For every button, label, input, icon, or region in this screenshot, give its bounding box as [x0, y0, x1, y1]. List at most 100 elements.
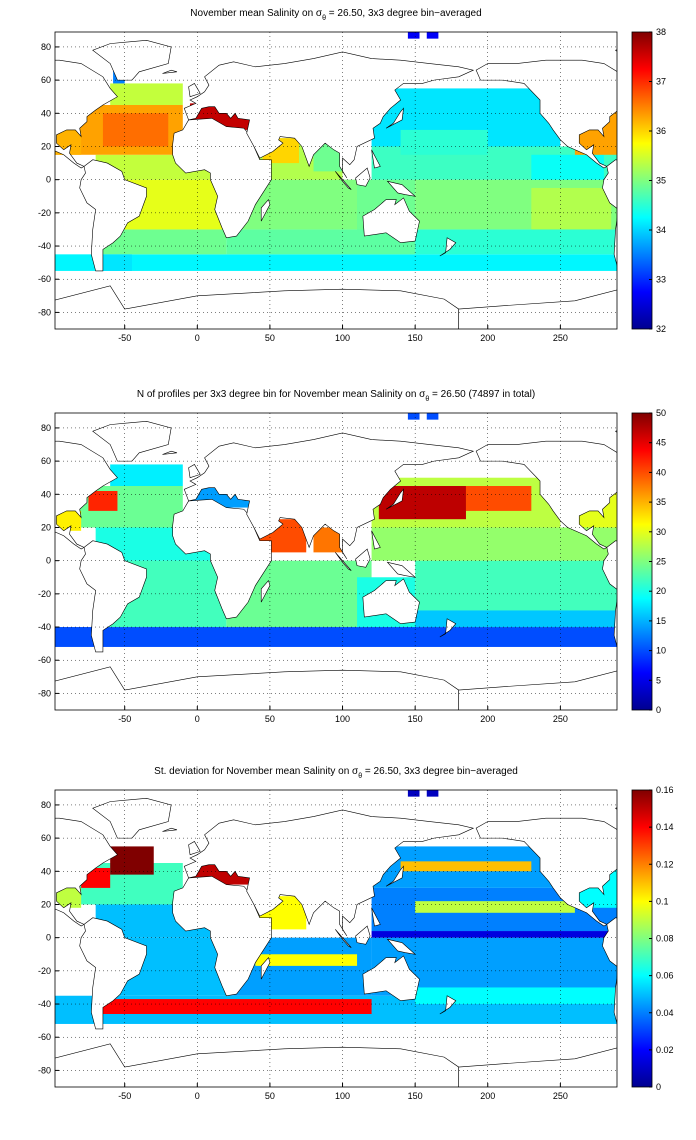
y-tick-label: 40 — [41, 489, 51, 499]
x-tick-label: 150 — [408, 714, 423, 724]
coastline — [162, 450, 178, 455]
data-cell — [426, 413, 439, 420]
coastline — [55, 817, 118, 927]
coastline — [92, 39, 172, 81]
coastline — [335, 929, 352, 948]
coastline — [386, 180, 417, 197]
y-tick-label: 20 — [41, 141, 51, 151]
title-part: St. deviation for November mean Salinity… — [154, 766, 359, 777]
coastline — [475, 440, 617, 550]
map-panel: November mean Salinity on σθ = 26.50, 3x… — [38, 8, 666, 343]
y-tick-label: -40 — [38, 622, 51, 632]
map-panel: N of profiles per 3x3 degree bin for Nov… — [38, 389, 666, 724]
coastline — [162, 69, 178, 74]
x-tick-label: 50 — [265, 714, 275, 724]
y-tick-label: 0 — [46, 175, 51, 185]
data-cell — [55, 887, 82, 908]
title-part: θ — [322, 15, 326, 22]
map-panel: St. deviation for November mean Salinity… — [38, 766, 674, 1101]
y-tick-label: -40 — [38, 241, 51, 251]
coastline — [458, 289, 617, 329]
x-tick-label: 50 — [265, 333, 275, 343]
y-tick-label: -20 — [38, 966, 51, 976]
axes-box — [54, 31, 618, 330]
coastline — [79, 917, 147, 1030]
coastline — [602, 540, 617, 648]
colorbar-tick-label: 0.02 — [656, 1045, 674, 1055]
colorbar-tick-label: 0 — [656, 705, 661, 715]
title-part: = 26.50 (74897 in total) — [429, 389, 535, 400]
x-tick-label: -50 — [118, 333, 131, 343]
coastline — [188, 464, 201, 479]
y-tick-label: 0 — [46, 933, 51, 943]
plot-area — [55, 790, 617, 1087]
x-tick-label: 200 — [480, 1091, 495, 1101]
colorbar-tick-label: 0 — [656, 1082, 661, 1092]
data-cell — [110, 83, 183, 106]
coastline — [55, 440, 118, 550]
coastline — [55, 666, 460, 710]
y-tick-label: 60 — [41, 833, 51, 843]
y-tick-label: -80 — [38, 688, 51, 698]
data-cell — [110, 464, 183, 487]
colorbar-tick-label: 33 — [656, 275, 666, 285]
coastline — [335, 552, 352, 571]
plot-area — [55, 32, 617, 329]
axes-box — [54, 412, 618, 711]
y-tick-label: -20 — [38, 589, 51, 599]
coastline — [475, 59, 617, 169]
x-tick-label: 0 — [195, 1091, 200, 1101]
x-tick-label: 50 — [265, 1091, 275, 1101]
y-tick-label: 40 — [41, 866, 51, 876]
y-tick-label: 40 — [41, 108, 51, 118]
chart-title: N of profiles per 3x3 degree bin for Nov… — [137, 389, 535, 403]
coastline — [385, 865, 404, 887]
colorbar-tick-label: 0.16 — [656, 785, 674, 795]
data-cell — [102, 999, 372, 1014]
y-tick-label: 60 — [41, 75, 51, 85]
chart-title: November mean Salinity on σθ = 26.50, 3x… — [190, 8, 481, 22]
data-cell — [110, 846, 154, 875]
y-tick-label: -60 — [38, 274, 51, 284]
colorbar-tick-label: 25 — [656, 557, 666, 567]
data-cell — [378, 486, 466, 520]
data-cell — [426, 32, 439, 39]
colorbar-tick-label: 37 — [656, 77, 666, 87]
coastline — [79, 540, 147, 653]
data-cell — [400, 861, 532, 872]
colorbar-tick-label: 45 — [656, 438, 666, 448]
chart-title: St. deviation for November mean Salinity… — [154, 766, 518, 780]
x-tick-label: 250 — [553, 1091, 568, 1101]
colorbar-tick-label: 50 — [656, 408, 666, 418]
coastline — [335, 171, 352, 190]
x-tick-label: 250 — [553, 714, 568, 724]
coastline — [614, 430, 617, 433]
data-cell — [88, 490, 118, 511]
coastline — [385, 488, 404, 510]
data-cell — [102, 113, 169, 147]
coastline — [355, 548, 371, 568]
x-tick-label: -50 — [118, 714, 131, 724]
data-cell — [415, 901, 575, 913]
coastline — [614, 49, 617, 52]
coastline — [386, 938, 417, 955]
colorbar-tick-label: 10 — [656, 646, 666, 656]
coastline — [614, 807, 617, 810]
title-part: = 26.50, 3x3 degree bin−averaged — [326, 8, 482, 19]
title-part: θ — [358, 773, 362, 780]
data-cell — [415, 610, 617, 628]
coastline — [602, 159, 617, 267]
coastline — [439, 237, 457, 257]
x-tick-label: 200 — [480, 714, 495, 724]
x-tick-label: 100 — [335, 714, 350, 724]
colorbar-tick-label: 30 — [656, 527, 666, 537]
y-tick-label: -80 — [38, 307, 51, 317]
y-tick-label: 80 — [41, 800, 51, 810]
coastline — [458, 670, 617, 710]
coastline — [362, 197, 420, 244]
colorbar-tick-label: 0.08 — [656, 934, 674, 944]
title-part: November mean Salinity on σ — [190, 8, 323, 19]
coastline — [188, 83, 201, 98]
coastline — [162, 827, 178, 832]
